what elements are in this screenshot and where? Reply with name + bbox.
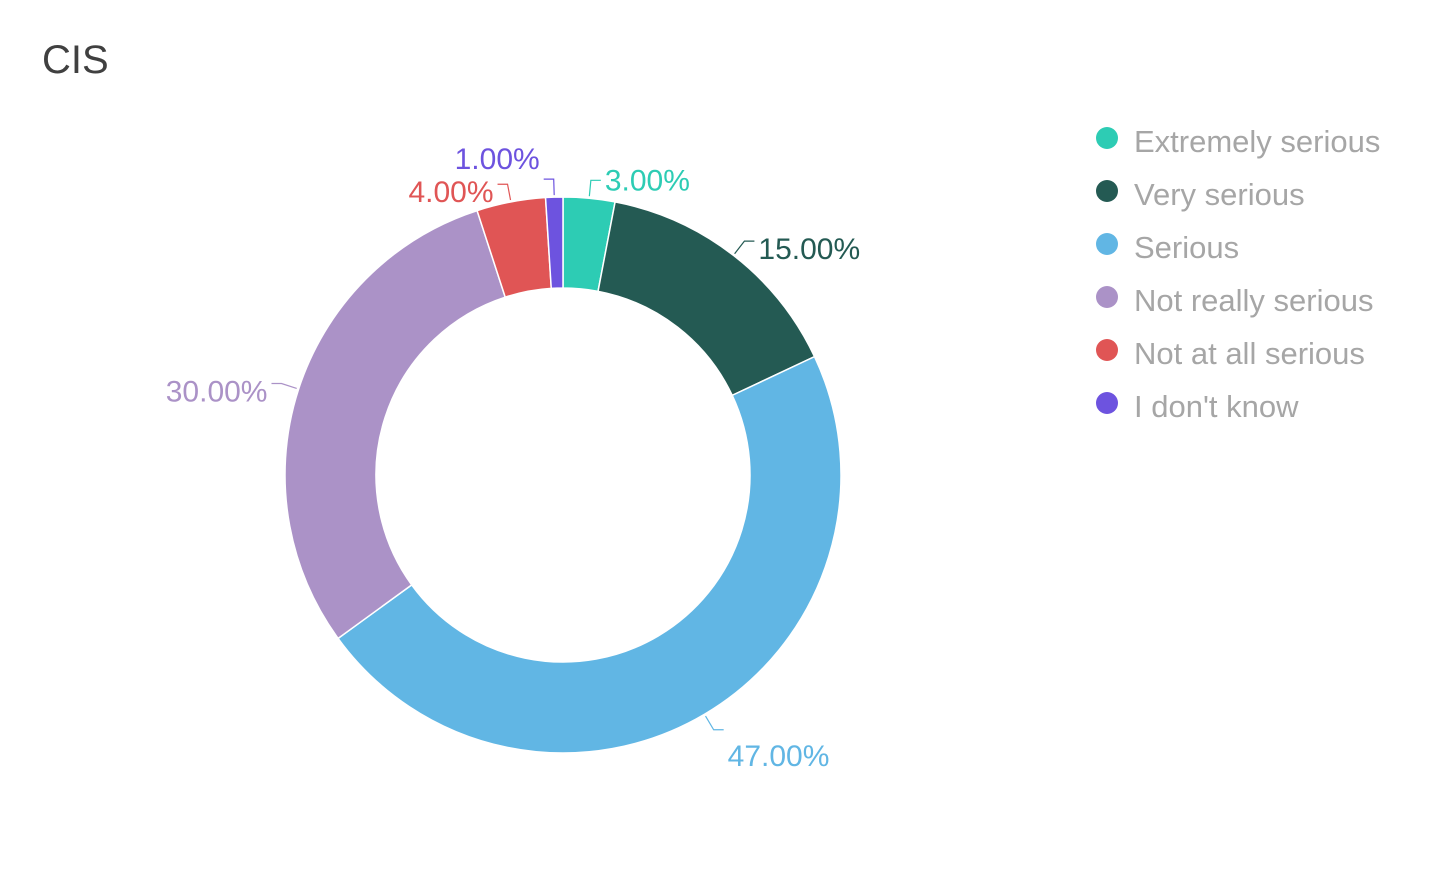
data-label-not-at-all-serious: 4.00% — [408, 176, 493, 209]
legend-item-extremely-serious[interactable]: Extremely serious — [1096, 122, 1426, 175]
leader-lines-group — [271, 178, 755, 731]
legend-label-very-serious: Very serious — [1134, 177, 1305, 212]
legend-item-not-at-all-serious[interactable]: Not at all serious — [1096, 334, 1426, 387]
legend-marker-very-serious — [1096, 180, 1118, 202]
data-label-not-really-serious: 30.00% — [166, 376, 268, 409]
legend-marker-serious — [1096, 233, 1118, 255]
legend-marker-not-really-serious — [1096, 286, 1118, 308]
chart-legend: Extremely serious Very serious Serious Not … — [1096, 122, 1426, 440]
chart-title: CIS — [42, 38, 109, 82]
leader-line-very-serious — [734, 240, 755, 255]
legend-marker-not-at-all-serious — [1096, 339, 1118, 361]
data-labels-group: 3.00% 15.00% 47.00% 30.00% 4.00%1.00% — [166, 143, 860, 773]
data-label-extremely-serious: 3.00% — [605, 164, 690, 197]
data-label-i-don-t-know: 1.00% — [455, 143, 540, 176]
slice-serious — [337, 355, 842, 754]
leader-line-not-really-serious — [271, 382, 297, 390]
legend-label-i-don-t-know: I don't know — [1134, 389, 1299, 424]
legend-label-not-really-serious: Not really serious — [1134, 283, 1374, 318]
legend-marker-extremely-serious — [1096, 127, 1118, 149]
legend-item-i-don-t-know[interactable]: I don't know — [1096, 387, 1426, 440]
legend-item-serious[interactable]: Serious — [1096, 228, 1426, 281]
legend-label-serious: Serious — [1134, 230, 1240, 265]
data-label-serious: 47.00% — [728, 740, 830, 773]
leader-line-serious — [705, 715, 724, 731]
leader-line-extremely-serious — [588, 179, 601, 197]
legend-item-very-serious[interactable]: Very serious — [1096, 175, 1426, 228]
legend-label-not-at-all-serious: Not at all serious — [1134, 336, 1365, 371]
leader-line-i-don-t-know — [543, 178, 555, 196]
slice-i-don-t-know — [544, 196, 564, 290]
leader-line-not-at-all-serious — [497, 183, 512, 201]
slice-not-really-serious — [284, 209, 507, 640]
slice-very-serious — [597, 201, 816, 397]
data-label-very-serious: 15.00% — [758, 233, 860, 266]
legend-item-not-really-serious[interactable]: Not really serious — [1096, 281, 1426, 334]
legend-label-extremely-serious: Extremely serious — [1134, 124, 1381, 159]
legend-marker-i-don-t-know — [1096, 392, 1118, 414]
slices-group — [284, 196, 842, 754]
